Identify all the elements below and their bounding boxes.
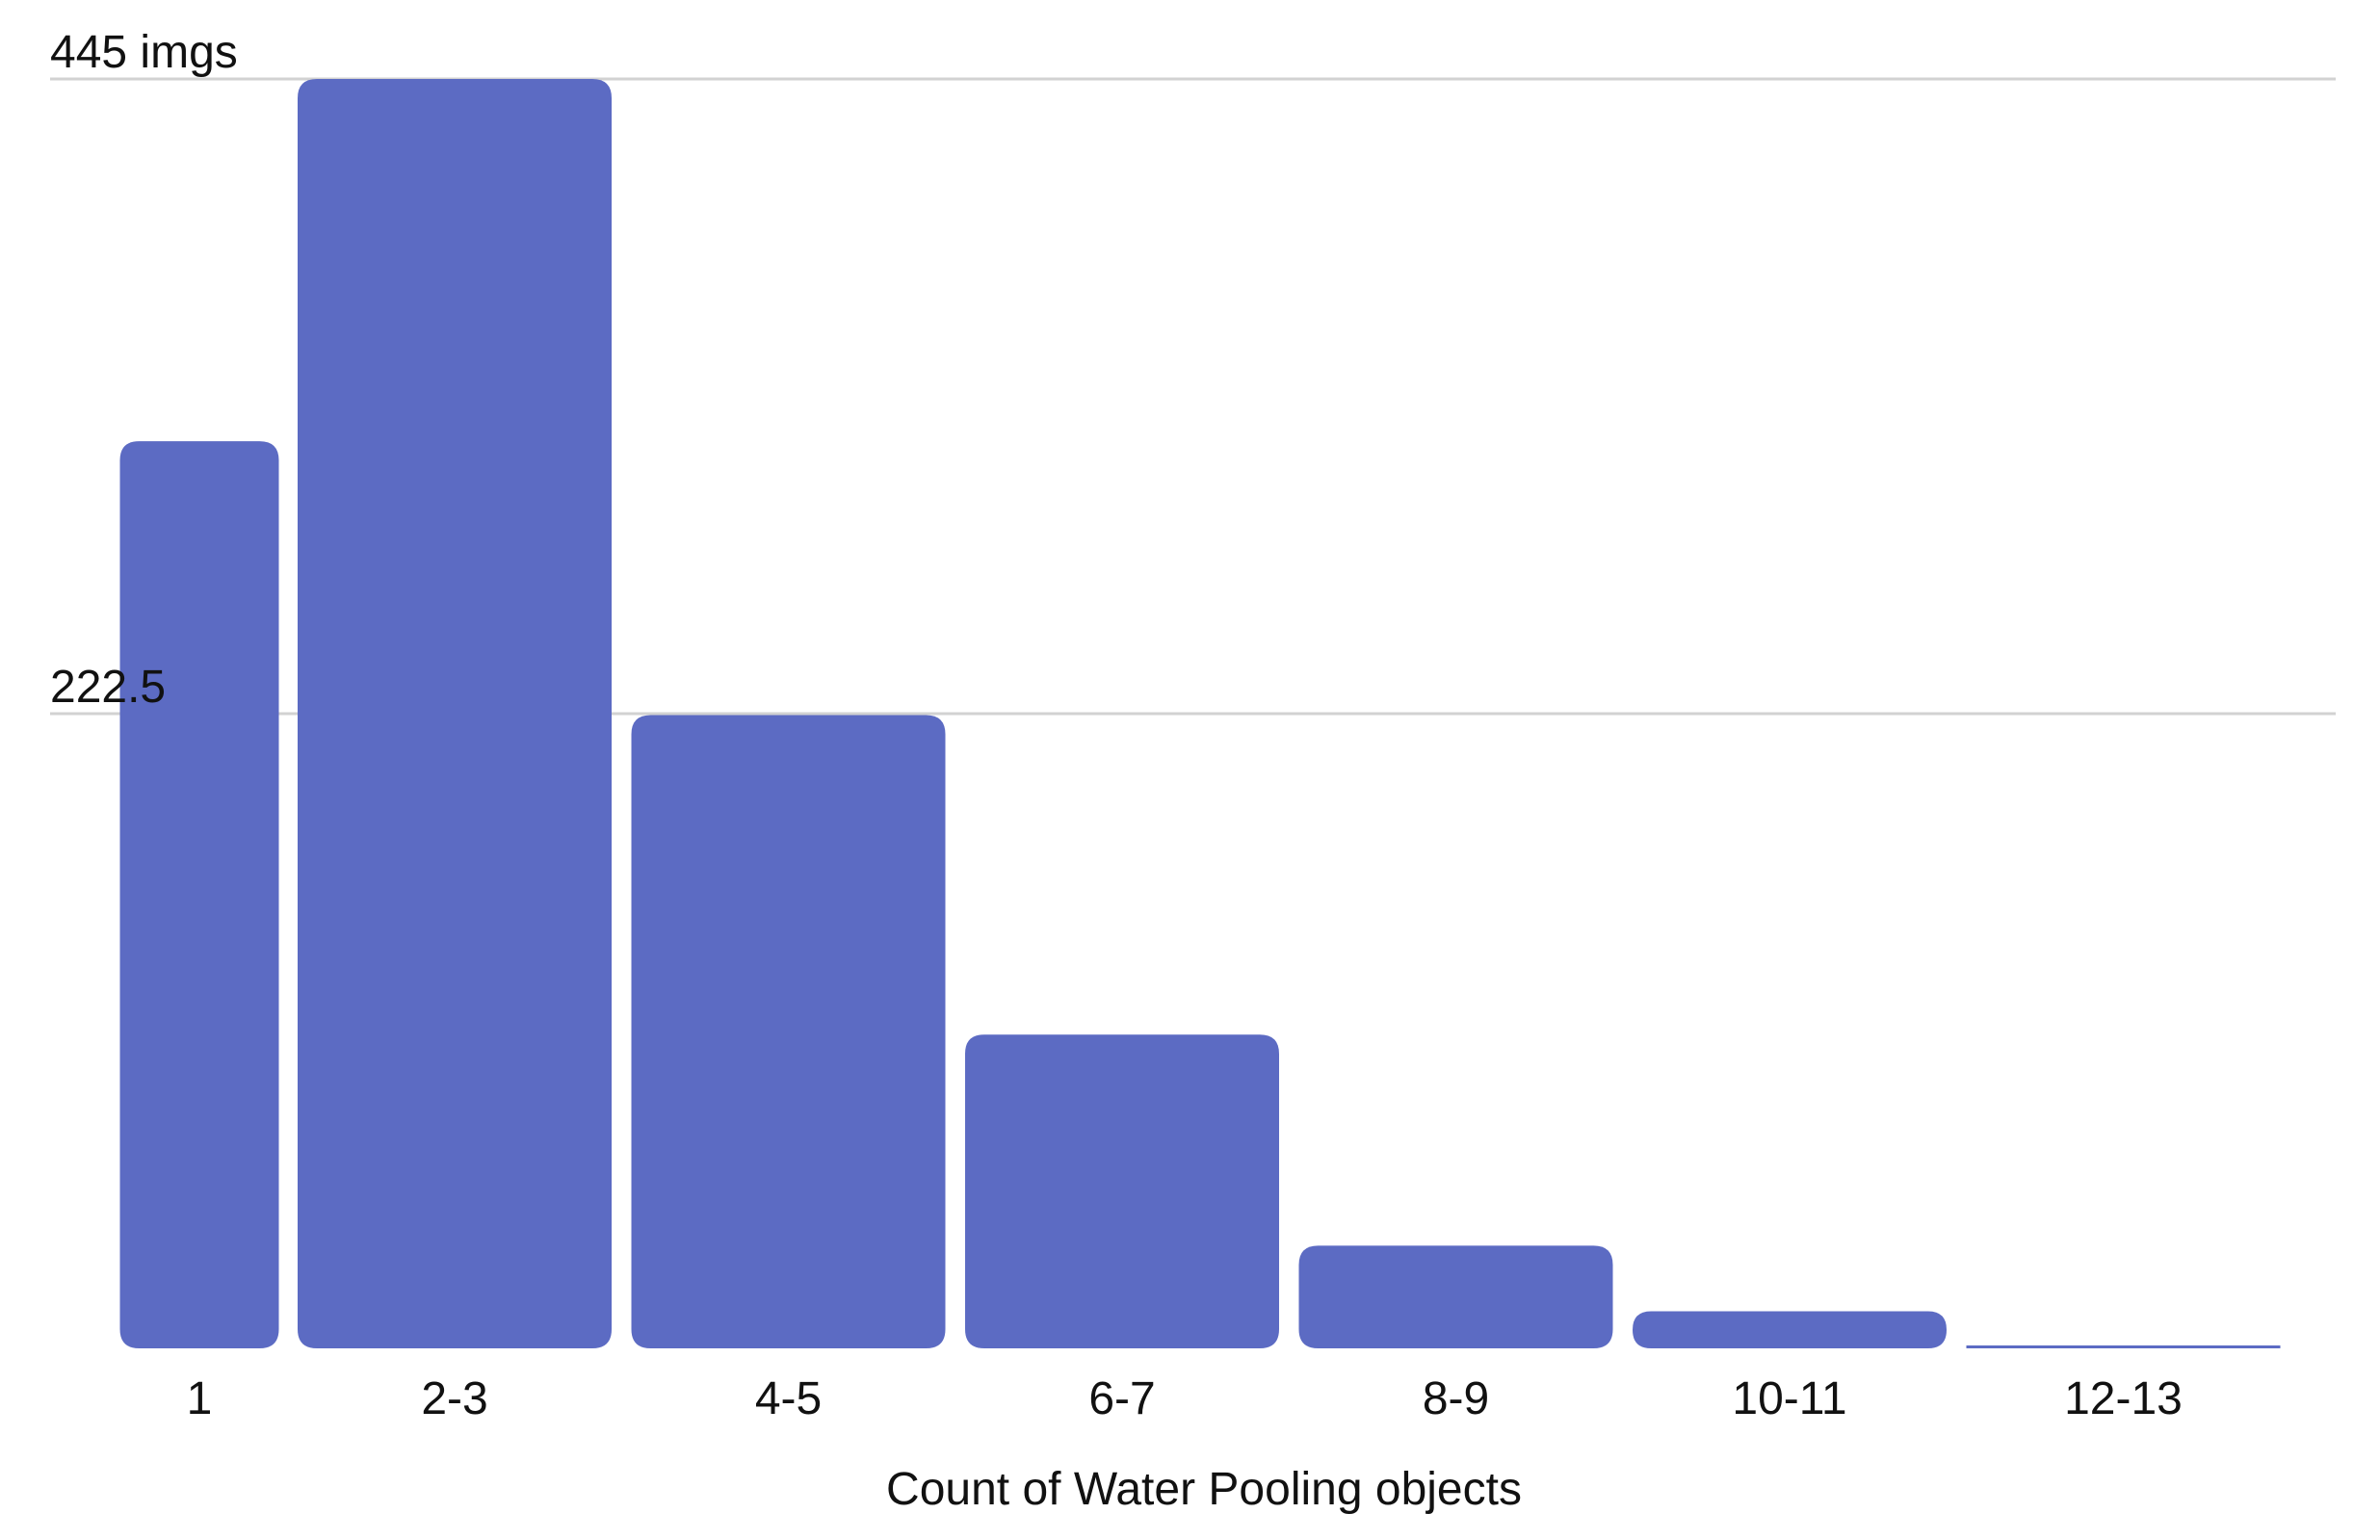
x-tick-label: 2-3 [421,1373,487,1424]
x-tick-label: 6-7 [1088,1373,1155,1424]
y-tick-labels: 445 imgs 222.5 [50,27,238,713]
y-tick-label: 445 imgs [50,27,238,78]
bar-1 [119,441,279,1348]
x-tick-label: 8-9 [1423,1373,1489,1424]
x-axis-title: Count of Water Pooling objects [886,1464,1522,1515]
bar-12-13 [1966,1345,2281,1348]
bar-10-11 [1633,1311,1947,1348]
bar-6-7 [965,1034,1279,1348]
x-tick-label: 12-13 [2064,1373,2183,1424]
bar-4-5 [631,715,946,1348]
x-tick-label: 1 [187,1373,213,1424]
x-tick-labels: 1 2-3 4-5 6-7 8-9 10-11 12-13 [187,1373,2183,1424]
bars [119,79,2281,1348]
bar-2-3 [298,79,612,1348]
x-tick-label: 10-11 [1732,1373,1846,1424]
x-tick-label: 4-5 [755,1373,822,1424]
bar-8-9 [1298,1245,1613,1348]
y-tick-label: 222.5 [50,662,166,713]
